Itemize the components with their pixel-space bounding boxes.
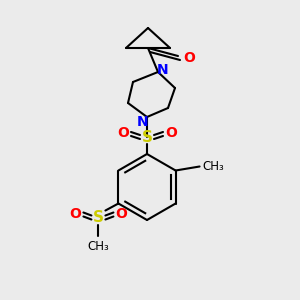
Text: O: O bbox=[116, 206, 128, 220]
Text: CH₃: CH₃ bbox=[202, 160, 224, 173]
Text: O: O bbox=[165, 126, 177, 140]
Text: N: N bbox=[157, 63, 169, 77]
Text: O: O bbox=[117, 126, 129, 140]
Text: O: O bbox=[70, 206, 81, 220]
Text: O: O bbox=[183, 51, 195, 65]
Text: S: S bbox=[93, 210, 104, 225]
Text: CH₃: CH₃ bbox=[88, 241, 109, 254]
Text: S: S bbox=[142, 130, 152, 145]
Text: N: N bbox=[137, 115, 149, 129]
